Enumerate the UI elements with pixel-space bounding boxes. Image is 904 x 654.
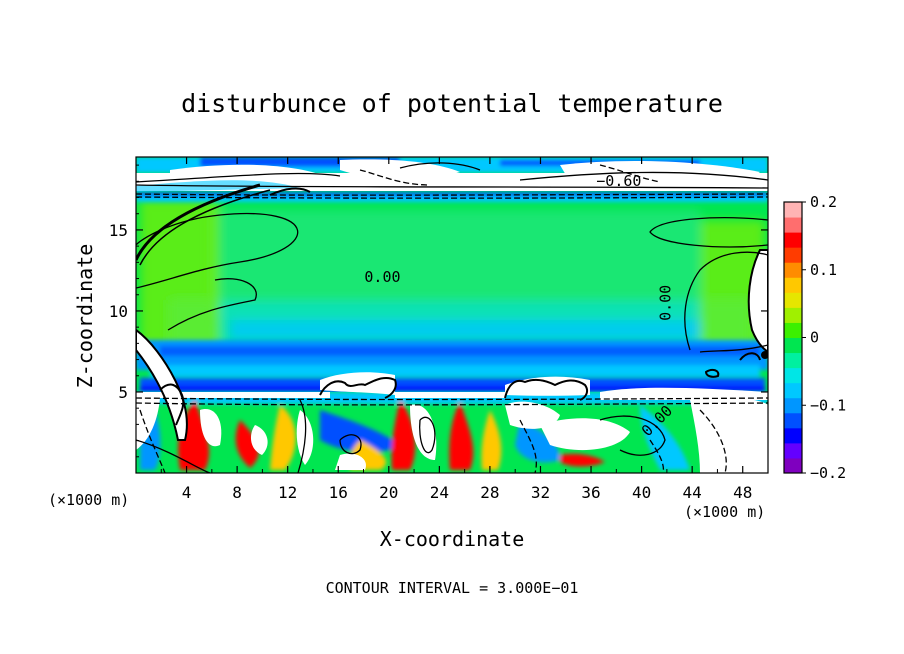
heatmap-field [136,157,768,473]
colorbar-swatch [784,217,802,233]
colorbar-swatch [784,457,802,474]
colorbar-swatch [784,292,802,308]
colorbar-swatch [784,427,802,444]
x-tick-label: 28 [480,483,499,502]
x-tick-label: 12 [278,483,297,502]
colorbar-swatch [784,262,802,278]
x-tick-label: 24 [430,483,449,502]
x-tick-label: 36 [581,483,600,502]
x-tick-label: 32 [531,483,550,502]
colorbar-swatch [784,412,802,429]
plot-frame [135,156,769,474]
colorbar-swatch [784,367,802,384]
colorbar-tick-label: 0 [810,329,819,347]
y-tick-label: 15 [109,221,128,240]
x-tick-label: 40 [632,483,651,502]
x-tick-label: 20 [379,483,398,502]
colorbar-swatch [784,397,802,414]
colorbar-tick-label: 0.1 [810,261,837,279]
x-unit-right: (×1000 m) [684,503,765,521]
x-tick-label: 16 [329,483,348,502]
colorbar-swatch [784,277,802,293]
x-axis: 4 8 12 16 20 24 28 32 36 40 44 48 [160,157,752,502]
x-axis-label: X-coordinate [380,527,525,551]
colorbar-tick-label: −0.2 [810,464,846,482]
colorbar-swatch [784,322,802,338]
negative-contours [136,164,768,473]
y-axis-label: Z-coordinate [73,244,97,389]
colorbar-swatch [784,442,802,459]
colorbar: 0.2 0.1 0 −0.1 −0.2 [783,193,846,482]
y-axis: 5 10 15 [109,164,768,458]
contour-label: 0.00 [364,268,400,286]
contour-label: −0.60 [596,172,641,190]
dense-contours [159,187,768,426]
colorbar-swatch [784,202,802,218]
colorbar-swatch [784,382,802,399]
y-tick-label: 10 [109,302,128,321]
x-tick-label: 44 [683,483,702,502]
contour-label: 0.00 [657,285,675,321]
colorbar-swatch [784,307,802,323]
y-tick-label: 5 [118,383,128,402]
chart-title: disturbunce of potential temperature [181,89,723,118]
colorbar-swatch [784,337,802,354]
colorbar-tick-label: −0.1 [810,396,846,414]
colorbar-swatch [784,352,802,369]
x-tick-label: 48 [733,483,752,502]
colorbar-swatch [784,232,802,248]
colorbar-tick-label: 0.2 [810,193,837,211]
contour-lines [136,162,768,473]
x-tick-label: 8 [232,483,242,502]
x-tick-label: 4 [182,483,192,502]
x-unit-left: (×1000 m) [48,491,129,509]
colorbar-swatch [784,247,802,263]
contour-interval-footer: CONTOUR INTERVAL = 3.000E−01 [326,579,579,597]
